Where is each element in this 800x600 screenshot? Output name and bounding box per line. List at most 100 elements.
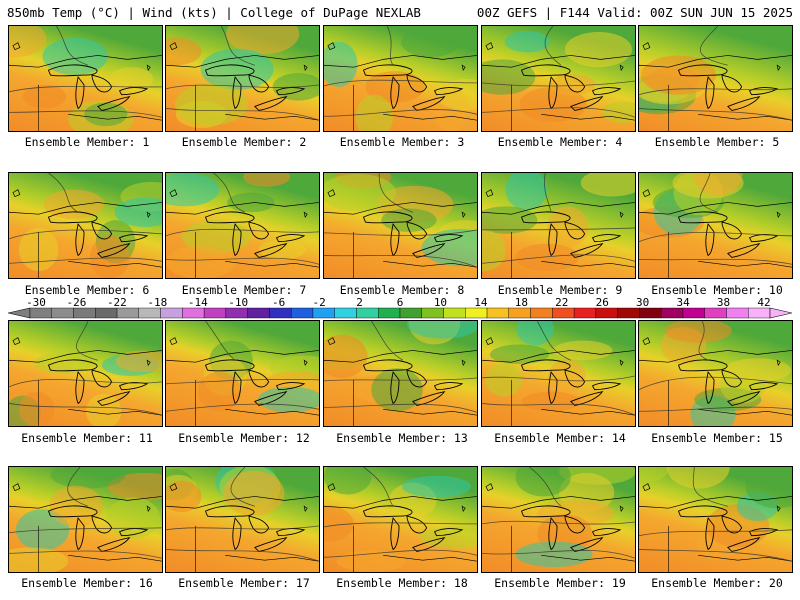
ensemble-member-label: Ensemble Member: 5	[654, 135, 780, 149]
colorbar-swatch	[704, 307, 727, 319]
ensemble-map-panel	[638, 320, 793, 427]
temperature-map	[9, 467, 162, 572]
ensemble-member-label: Ensemble Member: 16	[21, 576, 153, 590]
colorbar-swatch	[247, 307, 270, 319]
colorbar-tick-label: -22	[106, 296, 127, 309]
colorbar-tick-label: -6	[272, 296, 286, 309]
colorbar-tick-label: 6	[396, 296, 404, 309]
ensemble-member-label: Ensemble Member: 20	[651, 576, 783, 590]
colorbar-swatch	[486, 307, 510, 319]
colorbar-tick-label: -18	[147, 296, 168, 309]
colorbar-swatch	[726, 307, 749, 319]
colorbar-swatch	[421, 307, 444, 319]
temperature-map	[482, 26, 635, 131]
colorbar-swatch	[312, 307, 335, 319]
colorbar-tick-label: 26	[595, 296, 609, 309]
model-run-info: 00Z GEFS | F144 Valid: 00Z SUN JUN 15 20…	[476, 5, 793, 20]
colorbar-swatch	[465, 307, 488, 319]
colorbar-arrow-left	[8, 307, 31, 319]
colorbar-swatch	[617, 307, 640, 319]
colorbar-tick-label: 42	[757, 296, 771, 309]
colorbar-tick-label: 38	[716, 296, 731, 309]
ensemble-map-panel	[638, 25, 793, 132]
ensemble-member-label: Ensemble Member: 8	[339, 283, 465, 297]
colorbar-swatch	[334, 307, 357, 319]
temperature-map	[482, 173, 635, 278]
temperature-map	[482, 321, 635, 426]
temperature-map	[324, 467, 477, 572]
colorbar-swatch	[552, 307, 575, 319]
colorbar-swatch	[378, 307, 401, 319]
colorbar-swatch	[660, 307, 684, 319]
temperature-map	[9, 321, 162, 426]
ensemble-map-panel	[165, 172, 320, 279]
ensemble-map-panel	[323, 25, 478, 132]
map-title: 850mb Temp (°C) | Wind (kts) | College o…	[7, 5, 421, 20]
colorbar-swatch	[443, 307, 466, 319]
ensemble-map-panel	[8, 172, 163, 279]
colorbar-swatch	[508, 307, 531, 319]
colorbar-swatch	[748, 307, 771, 319]
colorbar-tick-label: -26	[66, 296, 87, 309]
colorbar-swatch	[682, 307, 705, 319]
colorbar-tick-label: -2	[312, 296, 326, 309]
ensemble-map-panel	[165, 25, 320, 132]
temperature-map	[639, 321, 792, 426]
ensemble-map-panel	[8, 320, 163, 427]
colorbar-swatch	[290, 307, 314, 319]
temperature-map	[166, 467, 319, 572]
ensemble-map-panel	[481, 466, 636, 573]
colorbar-swatch	[639, 307, 662, 319]
colorbar-tick-label: -30	[26, 296, 46, 309]
temperature-map	[482, 467, 635, 572]
colorbar-tick-label: 34	[676, 296, 690, 309]
colorbar-swatch	[269, 307, 292, 319]
ensemble-member-label: Ensemble Member: 6	[24, 283, 150, 297]
ensemble-map-panel	[323, 172, 478, 279]
ensemble-member-label: Ensemble Member: 18	[336, 576, 468, 590]
ensemble-map-panel	[8, 25, 163, 132]
colorbar-swatch	[203, 307, 227, 319]
ensemble-map-panel	[638, 466, 793, 573]
temperature-map	[166, 173, 319, 278]
colorbar-tick-label: 10	[433, 296, 448, 309]
ensemble-map-panel	[481, 25, 636, 132]
ensemble-member-label: Ensemble Member: 14	[494, 431, 626, 445]
colorbar-tick-label: -14	[187, 296, 208, 309]
ensemble-member-label: Ensemble Member: 12	[178, 431, 310, 445]
ensemble-member-label: Ensemble Member: 17	[178, 576, 310, 590]
temperature-map	[166, 26, 319, 131]
temperature-map	[9, 173, 162, 278]
colorbar-swatch	[595, 307, 618, 319]
ensemble-member-label: Ensemble Member: 9	[497, 283, 623, 297]
ensemble-map-panel	[638, 172, 793, 279]
colorbar-swatch	[160, 307, 183, 319]
temperature-map	[639, 467, 792, 572]
ensemble-member-label: Ensemble Member: 4	[497, 135, 623, 149]
ensemble-member-label: Ensemble Member: 10	[651, 283, 783, 297]
ensemble-member-label: Ensemble Member: 15	[651, 431, 783, 445]
ensemble-map-panel	[165, 466, 320, 573]
colorbar-tick-label: -10	[228, 296, 249, 309]
temperature-map	[166, 321, 319, 426]
ensemble-map-panel	[165, 320, 320, 427]
colorbar-tick-label: 18	[514, 296, 528, 309]
temperature-colorbar	[8, 307, 792, 319]
colorbar-swatch	[29, 307, 52, 319]
colorbar-tick-label: 14	[474, 296, 488, 309]
ensemble-member-label: Ensemble Member: 13	[336, 431, 468, 445]
colorbar-swatch	[399, 307, 422, 319]
temperature-map	[639, 173, 792, 278]
colorbar-swatch	[51, 307, 74, 319]
colorbar-swatch	[95, 307, 118, 319]
ensemble-member-label: Ensemble Member: 1	[24, 135, 150, 149]
ensemble-map-panel	[323, 320, 478, 427]
colorbar-swatch	[182, 307, 205, 319]
colorbar-swatch	[73, 307, 96, 319]
ensemble-member-label: Ensemble Member: 11	[21, 431, 153, 445]
colorbar-swatch	[530, 307, 553, 319]
colorbar-arrow-right	[769, 307, 792, 319]
ensemble-map-panel	[323, 466, 478, 573]
colorbar-tick-label: 2	[356, 296, 363, 309]
colorbar-swatch	[138, 307, 161, 319]
